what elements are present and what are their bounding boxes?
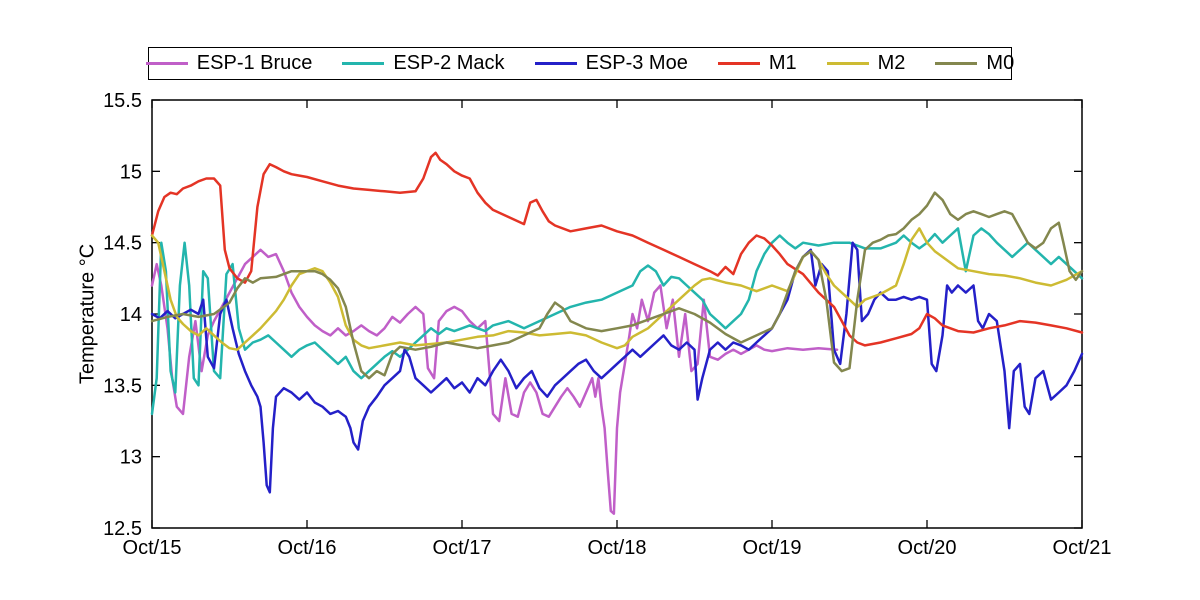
legend-item: ESP-1 Bruce xyxy=(145,52,313,75)
y-tick-label: 12.5 xyxy=(103,518,142,540)
x-tick-label: Oct/17 xyxy=(433,537,492,559)
series-line-m2 xyxy=(150,227,1084,351)
series-line-esp-2-mack xyxy=(150,227,1084,416)
legend-line-swatch xyxy=(826,62,869,65)
legend-item: M1 xyxy=(717,52,797,75)
legend-item: M2 xyxy=(826,52,906,75)
x-tick-label: Oct/18 xyxy=(588,537,647,559)
legend-line-swatch xyxy=(534,62,577,65)
y-tick-label: 14 xyxy=(120,304,142,326)
legend-label: ESP-2 Mack xyxy=(393,52,505,74)
x-tick-label: Oct/19 xyxy=(743,537,802,559)
legend-line-swatch xyxy=(935,62,978,65)
legend-label: ESP-3 Moe xyxy=(585,52,688,74)
legend-item: ESP-3 Moe xyxy=(534,52,688,75)
x-tick-label: Oct/20 xyxy=(898,537,957,559)
legend-line-swatch xyxy=(717,62,760,65)
y-tick-label: 14.5 xyxy=(103,233,142,255)
series-line-m1 xyxy=(150,151,1084,347)
series-line-m0 xyxy=(150,191,1084,380)
legend-label: ESP-1 Bruce xyxy=(196,52,313,74)
y-tick-label: 13 xyxy=(120,447,142,469)
legend-item: M0 xyxy=(935,52,1014,75)
legend-label: M2 xyxy=(877,52,906,74)
axes-box xyxy=(151,99,1083,529)
x-tick-label: Oct/21 xyxy=(1053,537,1112,559)
legend: ESP-1 Bruce ESP-2 Mack ESP-3 Moe M1 M2 M0 xyxy=(145,47,1014,80)
y-axis-label: Temperature °C xyxy=(76,243,99,385)
y-tick-label: 13.5 xyxy=(103,375,142,397)
legend-label: M0 xyxy=(986,52,1015,74)
y-tick-label: 15.5 xyxy=(103,90,142,112)
legend-label: M1 xyxy=(768,52,797,74)
legend-line-swatch xyxy=(145,62,188,65)
series-line-esp-3-moe xyxy=(150,241,1084,494)
y-tick-label: 15 xyxy=(120,161,142,183)
x-tick-label: Oct/15 xyxy=(123,537,182,559)
legend-item: ESP-2 Mack xyxy=(342,52,505,75)
legend-line-swatch xyxy=(342,62,385,65)
series-line-esp-1-bruce xyxy=(150,248,839,515)
x-tick-label: Oct/16 xyxy=(278,537,337,559)
